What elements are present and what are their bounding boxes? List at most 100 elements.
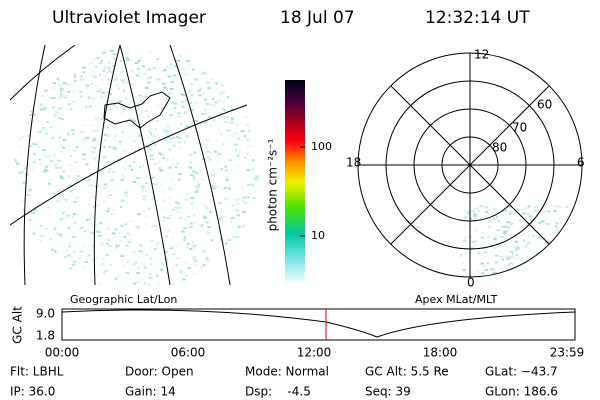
speckle	[72, 89, 76, 92]
speckle	[144, 182, 149, 185]
speckle	[477, 252, 480, 255]
speckle	[162, 88, 165, 91]
info-field: Flt: LBHL	[10, 365, 64, 379]
speckle	[155, 120, 160, 123]
speckle	[523, 239, 526, 242]
speckle	[176, 207, 180, 210]
speckle	[169, 214, 173, 217]
speckle	[227, 239, 232, 242]
speckle	[180, 93, 183, 96]
speckle	[523, 268, 527, 271]
speckle	[126, 91, 129, 94]
speckle	[176, 135, 180, 138]
speckle	[169, 188, 173, 191]
speckle	[245, 116, 248, 119]
speckle	[534, 271, 538, 274]
speckle	[111, 146, 115, 149]
speckle	[234, 149, 238, 152]
speckle	[141, 187, 145, 190]
speckle	[144, 222, 148, 225]
speckle	[59, 93, 62, 96]
speckle	[516, 246, 520, 249]
speckle	[91, 70, 95, 73]
speckle	[175, 264, 178, 267]
speckle	[218, 112, 223, 115]
speckle	[111, 209, 115, 212]
speckle	[137, 183, 140, 186]
speckle	[55, 163, 59, 166]
speckle	[60, 145, 64, 148]
speckle	[202, 263, 206, 266]
speckle	[472, 214, 477, 217]
info-field: Door: Open	[125, 365, 194, 379]
speckle	[67, 254, 71, 257]
speckle	[66, 133, 70, 136]
speckle	[90, 83, 94, 86]
speckle	[53, 163, 57, 166]
speckle	[144, 215, 149, 218]
speckle	[59, 235, 63, 238]
speckle	[66, 83, 70, 86]
speckle	[539, 238, 544, 241]
speckle	[558, 217, 561, 220]
y-tick-label: 1.8	[36, 329, 55, 343]
speckle	[44, 132, 48, 135]
colorbar-label: photon cm⁻²s⁻¹	[266, 138, 280, 231]
speckle	[103, 133, 107, 136]
speckle	[28, 207, 32, 210]
speckle	[37, 210, 40, 213]
altitude-curve	[61, 309, 576, 338]
speckle	[124, 160, 127, 163]
speckle	[123, 235, 127, 238]
speckle	[578, 248, 582, 251]
speckle	[108, 145, 112, 148]
speckle	[114, 277, 118, 280]
speckle	[167, 187, 171, 190]
speckle	[49, 238, 53, 241]
speckle	[190, 93, 194, 96]
speckle	[113, 147, 118, 150]
speckle	[103, 183, 108, 186]
speckle	[565, 267, 569, 270]
speckle	[171, 237, 174, 240]
speckle	[65, 201, 68, 204]
speckle	[68, 267, 73, 270]
speckle	[170, 178, 175, 181]
speckle	[252, 168, 255, 171]
speckle	[106, 242, 109, 245]
speckle	[126, 201, 129, 204]
speckle	[32, 113, 36, 116]
speckle	[147, 81, 151, 84]
speckle	[150, 191, 154, 194]
speckle	[58, 79, 61, 82]
speckle	[236, 164, 240, 167]
speckle	[96, 160, 99, 163]
speckle	[174, 106, 177, 109]
speckle	[520, 277, 523, 279]
speckle	[143, 210, 147, 213]
speckle	[48, 200, 52, 203]
speckle	[96, 230, 101, 233]
speckle	[53, 154, 56, 157]
speckle	[222, 108, 225, 111]
speckle	[91, 74, 95, 77]
speckle	[105, 186, 109, 189]
speckle	[200, 224, 204, 227]
speckle	[501, 258, 505, 261]
speckle	[526, 213, 530, 216]
speckle	[134, 261, 138, 264]
speckle	[180, 271, 183, 274]
info-field: Seq: 39	[365, 385, 411, 399]
speckle	[532, 211, 536, 214]
speckle	[162, 157, 166, 160]
speckle	[54, 166, 58, 169]
speckle	[543, 210, 547, 213]
speckle	[190, 197, 195, 200]
speckle	[58, 97, 62, 100]
speckle	[140, 191, 144, 194]
speckle	[175, 137, 179, 140]
speckle	[149, 263, 152, 266]
speckle	[112, 103, 116, 106]
speckle	[178, 173, 182, 176]
speckle	[129, 220, 133, 223]
